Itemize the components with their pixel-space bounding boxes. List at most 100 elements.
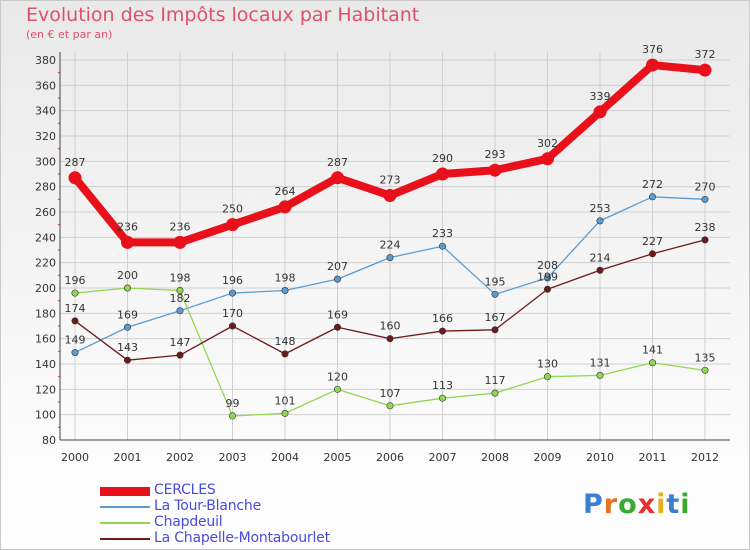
data-point — [543, 274, 551, 282]
data-point — [383, 189, 397, 203]
data-point — [333, 385, 341, 393]
data-label: 182 — [170, 292, 191, 305]
data-point — [124, 284, 132, 292]
data-point — [438, 394, 446, 402]
y-tick-label: 160 — [35, 333, 56, 346]
data-label: 200 — [117, 269, 138, 282]
data-point — [386, 254, 394, 262]
data-label: 293 — [485, 148, 506, 161]
data-label: 167 — [485, 311, 506, 324]
data-point — [176, 307, 184, 315]
legend-label: La Tour-Blanche — [154, 498, 261, 514]
data-label: 101 — [275, 394, 296, 407]
y-tick-label: 320 — [35, 130, 56, 143]
data-point — [648, 250, 656, 258]
data-point — [333, 275, 341, 283]
data-label: 113 — [432, 379, 453, 392]
data-label: 376 — [642, 43, 663, 56]
data-label: 149 — [65, 334, 86, 347]
data-point — [596, 217, 604, 225]
legend-swatch — [100, 538, 150, 540]
legend-label: CERCLES — [154, 482, 216, 498]
data-point — [71, 317, 79, 325]
data-point — [124, 356, 132, 364]
y-tick-label: 340 — [35, 105, 56, 118]
data-point — [386, 402, 394, 410]
data-point — [491, 326, 499, 334]
data-label: 160 — [380, 320, 401, 333]
data-label: 264 — [275, 185, 296, 198]
data-label: 372 — [695, 48, 716, 61]
data-point — [491, 389, 499, 397]
data-point — [331, 171, 344, 185]
data-point — [541, 152, 554, 166]
data-label: 196 — [65, 274, 86, 287]
data-label: 141 — [642, 344, 663, 357]
x-tick-label: 2010 — [586, 451, 614, 464]
data-point — [698, 63, 712, 77]
data-point — [438, 327, 446, 335]
legend-label: La Chapelle-Montabourlet — [154, 530, 330, 546]
data-label: 253 — [590, 202, 611, 215]
data-point — [646, 58, 659, 72]
data-point — [229, 412, 237, 420]
data-label: 302 — [537, 137, 558, 150]
data-point — [438, 242, 446, 250]
data-point — [648, 359, 656, 367]
x-tick-label: 2009 — [534, 451, 562, 464]
x-tick-label: 2001 — [114, 451, 142, 464]
data-label: 287 — [327, 156, 348, 169]
data-point — [121, 235, 134, 249]
data-point — [436, 167, 449, 181]
data-point — [176, 351, 184, 359]
data-point — [701, 236, 709, 244]
y-tick-label: 360 — [35, 79, 56, 92]
data-label: 99 — [226, 397, 240, 410]
data-label: 339 — [590, 90, 611, 103]
data-label: 208 — [537, 259, 558, 272]
x-tick-label: 2000 — [61, 451, 89, 464]
data-point — [596, 371, 604, 379]
data-label: 273 — [380, 174, 401, 187]
x-tick-label: 2002 — [166, 451, 194, 464]
data-point — [593, 105, 607, 119]
data-point — [701, 366, 709, 374]
data-label: 214 — [590, 251, 611, 264]
x-tick-label: 2003 — [219, 451, 247, 464]
y-tick-label: 280 — [35, 181, 56, 194]
data-label: 238 — [695, 221, 716, 234]
chart-title: Evolution des Impôts locaux par Habitant — [26, 4, 420, 26]
legend-swatch — [100, 506, 150, 508]
y-tick-label: 140 — [35, 358, 56, 371]
data-point — [648, 193, 656, 201]
chart-subtitle: (en € et par an) — [26, 28, 113, 41]
y-tick-label: 380 — [35, 54, 56, 67]
proxiti-logo: Proxiti — [583, 489, 691, 520]
data-label: 131 — [590, 356, 611, 369]
data-label: 120 — [327, 370, 348, 383]
data-label: 169 — [117, 308, 138, 321]
data-point — [229, 322, 237, 330]
data-point — [488, 163, 502, 177]
data-label: 236 — [170, 220, 191, 233]
data-label: 174 — [65, 302, 86, 315]
data-point — [281, 350, 289, 358]
legend-swatch — [100, 522, 150, 524]
data-point — [596, 266, 604, 274]
y-tick-label: 200 — [35, 282, 56, 295]
data-point — [229, 289, 237, 297]
data-label: 148 — [275, 335, 296, 348]
data-label: 207 — [327, 260, 348, 273]
y-tick-label: 220 — [35, 257, 56, 270]
data-label: 236 — [117, 220, 138, 233]
data-point — [173, 235, 187, 249]
y-tick-label: 260 — [35, 206, 56, 219]
data-point — [543, 285, 551, 293]
data-label: 107 — [380, 387, 401, 400]
x-tick-label: 2008 — [481, 451, 509, 464]
data-point — [281, 409, 289, 417]
data-point — [281, 287, 289, 295]
y-tick-label: 80 — [42, 434, 56, 447]
y-tick-label: 300 — [35, 155, 56, 168]
data-point — [68, 171, 82, 185]
